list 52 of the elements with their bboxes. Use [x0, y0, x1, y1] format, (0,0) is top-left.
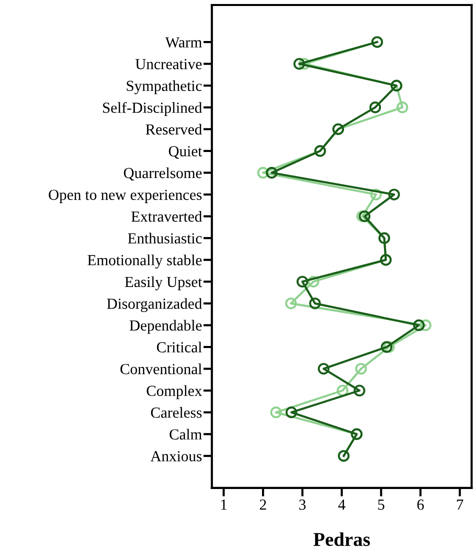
y-tick-label: Careless: [151, 407, 202, 418]
point: [257, 166, 269, 179]
point: [413, 319, 425, 332]
point: [270, 406, 282, 418]
point: [369, 102, 382, 114]
x-tick-label: 3: [299, 500, 306, 510]
y-tick-label: Extraverted: [131, 211, 202, 222]
point: [285, 298, 297, 310]
y-tick-label: Calm: [170, 428, 202, 440]
y-tick-label: Self-Disciplined: [103, 102, 202, 116]
x-tick-label: 5: [378, 500, 384, 510]
point: [298, 58, 310, 70]
point: [358, 210, 370, 222]
point: [396, 102, 408, 114]
y-tick-label: Dependable: [130, 320, 202, 334]
y-tick-label: Disorganizaded: [106, 298, 202, 312]
point: [370, 188, 382, 200]
point: [309, 298, 321, 310]
point: [355, 362, 367, 375]
x-tick-label: 6: [417, 500, 424, 510]
y-tick-label: Critical: [156, 342, 202, 352]
y-tick-label: Complex: [146, 385, 202, 400]
point: [420, 319, 432, 332]
y-tick-label: Open to new experiences: [48, 190, 202, 204]
y-tick-label: Quiet: [168, 146, 202, 159]
point: [286, 406, 298, 418]
y-tick-label: Conventional: [120, 363, 202, 374]
y-tick-label: Easily Upset: [124, 276, 202, 290]
point: [296, 276, 308, 288]
x-tick-label: 2: [260, 500, 266, 510]
y-tick-label: Uncreative: [135, 59, 202, 70]
y-tick-label: Warm: [165, 37, 202, 48]
x-axis-title: Pedras: [313, 532, 370, 546]
point: [336, 384, 348, 396]
point: [266, 166, 278, 179]
point: [308, 276, 320, 288]
y-tick-label: Enthusiastic: [128, 232, 202, 244]
x-tick-label: 1: [221, 500, 227, 510]
point: [354, 384, 366, 396]
point: [383, 341, 395, 353]
y-tick-label: Emotionally stable: [88, 254, 202, 268]
point: [356, 210, 368, 222]
point: [388, 188, 400, 200]
y-tick-label: Sympathetic: [126, 80, 202, 94]
y-tick-label: Anxious: [150, 451, 202, 462]
point: [318, 362, 330, 375]
point: [293, 58, 306, 70]
y-tick-label: Quarrelsome: [124, 167, 202, 181]
x-tick-label: 4: [338, 500, 346, 510]
point: [380, 341, 392, 353]
y-tick-label: Reserved: [146, 124, 202, 135]
x-tick-label: 7: [457, 500, 464, 510]
